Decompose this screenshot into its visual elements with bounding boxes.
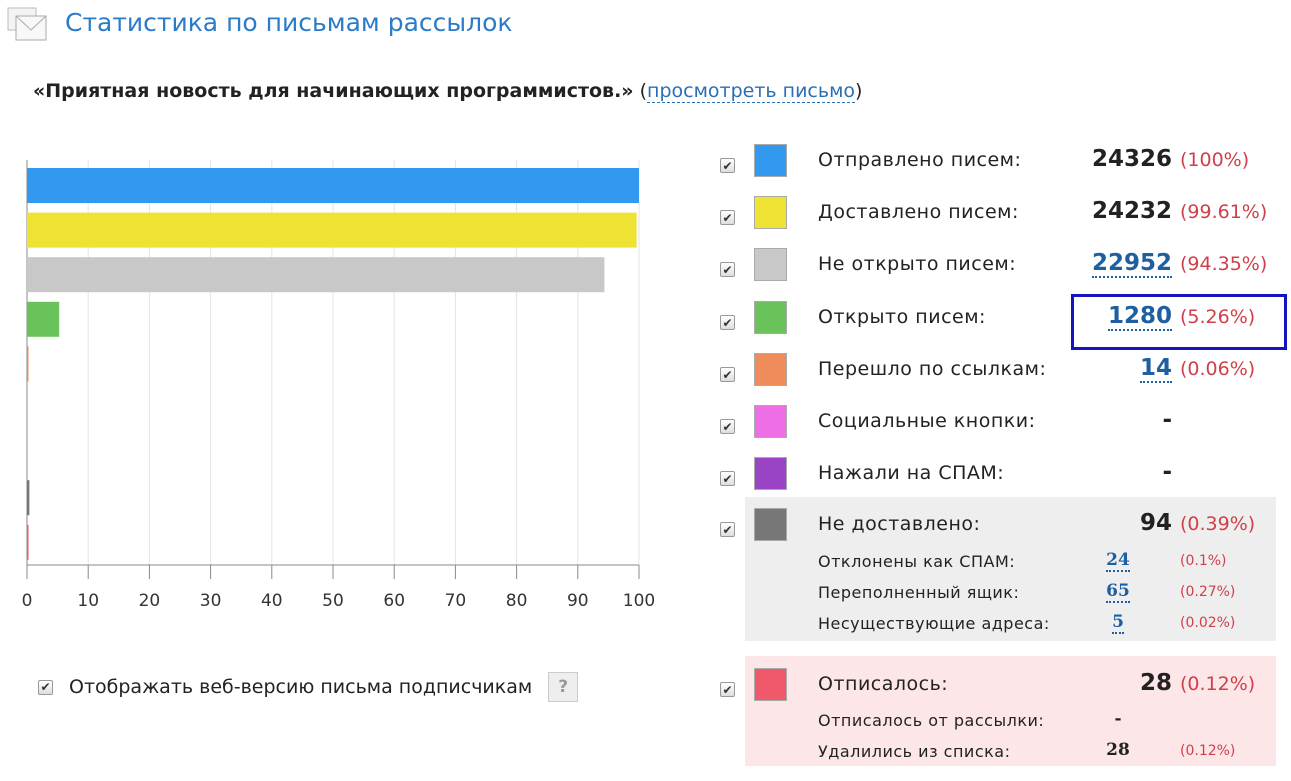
legend-row: ✔ Отписалось: 28 (0.12%) bbox=[0, 668, 1291, 716]
detail-value: 28 bbox=[1106, 740, 1130, 760]
color-swatch bbox=[754, 248, 787, 281]
highlight-box bbox=[1071, 294, 1287, 350]
page-title: Статистика по письмам рассылок bbox=[65, 8, 513, 37]
detail-percent: (0.27%) bbox=[1180, 584, 1236, 600]
detail-percent: (0.02%) bbox=[1180, 615, 1236, 631]
bar bbox=[27, 480, 30, 516]
detail-label: Несуществующие адреса: bbox=[818, 614, 1050, 633]
legend-percent: (100%) bbox=[1180, 149, 1250, 171]
web-version-label: Отображать веб-версию письма подписчикам bbox=[69, 676, 533, 698]
detail-label: Удалились из списка: bbox=[818, 742, 1011, 761]
series-checkbox[interactable]: ✔ bbox=[720, 471, 735, 486]
x-tick-label: 30 bbox=[200, 591, 222, 611]
x-tick-label: 40 bbox=[261, 591, 283, 611]
detail-label: Отклонены как СПАМ: bbox=[818, 552, 1016, 571]
view-letter-link[interactable]: просмотреть письмо bbox=[647, 80, 856, 103]
legend-row: ✔ Отправлено писем: 24326 (100%) bbox=[0, 144, 1291, 192]
bar bbox=[27, 301, 60, 337]
unsubscribed-group bbox=[745, 656, 1276, 766]
color-swatch bbox=[754, 668, 787, 701]
legend-value: 24326 bbox=[1091, 146, 1172, 172]
series-checkbox[interactable]: ✔ bbox=[720, 522, 735, 537]
bar-chart: 0 10 20 30 40 50 60 70 80 90 100 bbox=[22, 160, 655, 611]
legend-label: Социальные кнопки: bbox=[818, 410, 1036, 432]
help-button[interactable]: ? bbox=[548, 672, 579, 702]
legend-percent: (94.35%) bbox=[1180, 253, 1268, 275]
bar bbox=[27, 346, 29, 382]
legend-value[interactable]: 22952 bbox=[1091, 250, 1172, 278]
legend-label: Отписалось: bbox=[818, 673, 949, 695]
legend-value[interactable]: 14 bbox=[1139, 355, 1172, 383]
web-version-checkbox[interactable]: ✔ bbox=[38, 679, 53, 695]
detail-value[interactable]: 24 bbox=[1106, 550, 1130, 572]
legend-row: ✔ Нажали на СПАМ: - bbox=[0, 457, 1291, 505]
legend-percent: (0.06%) bbox=[1180, 358, 1256, 380]
legend-label: Не доставлено: bbox=[818, 513, 981, 535]
legend-percent: (5.26%) bbox=[1180, 306, 1256, 328]
color-swatch bbox=[754, 196, 787, 229]
legend-label: Доставлено писем: bbox=[818, 201, 1019, 223]
legend-value: 24232 bbox=[1091, 198, 1172, 224]
series-checkbox[interactable]: ✔ bbox=[720, 262, 735, 277]
legend-value: - bbox=[1162, 459, 1172, 485]
color-swatch bbox=[754, 405, 787, 438]
detail-value: - bbox=[1114, 709, 1122, 729]
legend-row: ✔ Открыто писем: 1280 (5.26%) bbox=[0, 301, 1291, 349]
subject-title: «Приятная новость для начинающих програм… bbox=[33, 80, 634, 102]
legend-label: Перешло по ссылкам: bbox=[818, 358, 1047, 380]
detail-label: Переполненный ящик: bbox=[818, 583, 1020, 602]
legend-label: Открыто писем: bbox=[818, 306, 986, 328]
paren-close: ) bbox=[855, 80, 863, 102]
series-checkbox[interactable]: ✔ bbox=[720, 210, 735, 225]
color-swatch bbox=[754, 353, 787, 386]
legend-row: ✔ Не доставлено: 94 (0.39%) bbox=[0, 508, 1291, 556]
series-checkbox[interactable]: ✔ bbox=[720, 367, 735, 382]
series-checkbox[interactable]: ✔ bbox=[720, 419, 735, 434]
bar bbox=[27, 524, 29, 560]
series-checkbox[interactable]: ✔ bbox=[720, 315, 735, 330]
detail-percent: (0.12%) bbox=[1180, 743, 1236, 759]
color-swatch bbox=[754, 144, 787, 177]
legend-label: Отправлено писем: bbox=[818, 149, 1022, 171]
color-swatch bbox=[754, 508, 787, 541]
envelope-icon bbox=[7, 7, 47, 41]
x-tick-label: 60 bbox=[383, 591, 405, 611]
x-tick-label: 10 bbox=[77, 591, 99, 611]
legend-row: ✔ Перешло по ссылкам: 14 (0.06%) bbox=[0, 353, 1291, 401]
not-delivered-group bbox=[745, 497, 1276, 641]
bar bbox=[27, 168, 639, 203]
x-tick-label: 20 bbox=[139, 591, 161, 611]
detail-value[interactable]: 65 bbox=[1106, 581, 1130, 603]
detail-percent: (0.1%) bbox=[1180, 553, 1227, 569]
paren-open: ( bbox=[639, 80, 648, 102]
bar bbox=[27, 212, 637, 248]
color-swatch bbox=[754, 301, 787, 334]
legend-percent: (0.12%) bbox=[1180, 673, 1256, 695]
legend-value[interactable]: 1280 bbox=[1107, 303, 1172, 331]
legend-value: 28 bbox=[1139, 670, 1172, 696]
legend-value: - bbox=[1162, 407, 1172, 433]
legend-value: 94 bbox=[1139, 510, 1172, 536]
x-tick-label: 50 bbox=[322, 591, 344, 611]
x-tick-label: 80 bbox=[506, 591, 528, 611]
legend-row: ✔ Не открыто писем: 22952 (94.35%) bbox=[0, 248, 1291, 296]
x-tick-label: 0 bbox=[22, 591, 33, 611]
legend-percent: (99.61%) bbox=[1180, 201, 1268, 223]
series-checkbox[interactable]: ✔ bbox=[720, 682, 735, 697]
x-tick-label: 100 bbox=[623, 591, 655, 611]
x-tick-label: 90 bbox=[567, 591, 589, 611]
color-swatch bbox=[754, 457, 787, 490]
legend-row: ✔ Доставлено писем: 24232 (99.61%) bbox=[0, 196, 1291, 244]
bar bbox=[27, 257, 605, 293]
detail-value[interactable]: 5 bbox=[1112, 612, 1124, 634]
web-version-option: ✔ Отображать веб-версию письма подписчик… bbox=[38, 672, 579, 702]
legend-row: ✔ Социальные кнопки: - bbox=[0, 405, 1291, 453]
x-tick-label: 70 bbox=[445, 591, 467, 611]
series-checkbox[interactable]: ✔ bbox=[720, 158, 735, 173]
legend-label: Не открыто писем: bbox=[818, 253, 1017, 275]
legend-label: Нажали на СПАМ: bbox=[818, 462, 1005, 484]
legend-percent: (0.39%) bbox=[1180, 513, 1256, 535]
detail-label: Отписалось от рассылки: bbox=[818, 711, 1045, 730]
newsletter-subject: «Приятная новость для начинающих програм… bbox=[33, 80, 863, 103]
